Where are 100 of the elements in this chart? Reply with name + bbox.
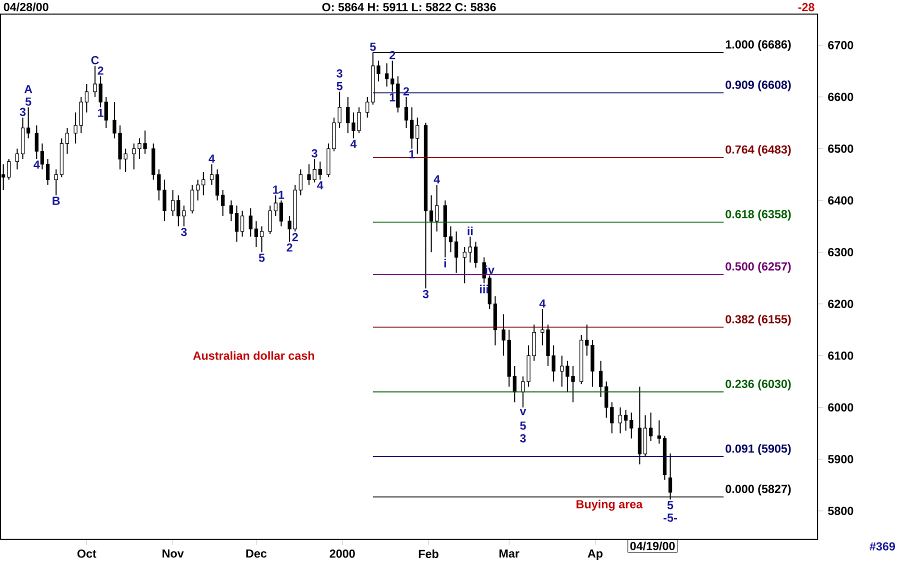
candlestick	[34, 124, 38, 160]
text: 04/19/00	[630, 541, 675, 550]
candlestick	[132, 142, 136, 170]
candlestick	[604, 380, 608, 418]
candlestick	[474, 241, 478, 268]
candlestick	[585, 324, 589, 356]
candlestick	[454, 230, 458, 274]
candlestick	[649, 412, 653, 442]
y-tick-label: 5900	[828, 454, 854, 464]
candlestick	[98, 76, 102, 108]
candlestick	[404, 96, 408, 128]
candlestick	[254, 220, 258, 248]
annotation: 5	[25, 97, 32, 106]
candlestick	[248, 208, 252, 238]
candlestick	[196, 179, 200, 201]
candlestick	[46, 158, 50, 186]
chart-title: 04/28/00	[4, 2, 48, 12]
annotation: Australian dollar cash	[193, 351, 314, 360]
annotation: 3	[20, 108, 26, 116]
chart-subtitle: O: 5864 H: 5911 L: 5822 C: 5836	[322, 2, 496, 12]
candlestick	[260, 226, 264, 253]
candlestick	[618, 406, 622, 434]
y-tick-label: 6700	[828, 40, 854, 50]
x-tick-label: Dec	[246, 549, 267, 558]
annotation: 5	[370, 42, 376, 51]
candlestick	[93, 65, 97, 98]
y-tick-label: 6200	[828, 300, 854, 308]
candlestick	[74, 112, 78, 144]
candlestick	[268, 204, 272, 234]
candlestick	[176, 194, 180, 227]
candlestick	[630, 412, 634, 439]
ref-line-label: 0.091 (5905)	[726, 444, 791, 455]
candlestick	[502, 314, 506, 356]
annotation: 2	[286, 243, 292, 252]
candlestick	[104, 96, 108, 128]
candlestick	[657, 420, 661, 444]
candlestick	[171, 189, 175, 216]
candlestick	[234, 204, 239, 242]
y-tick-label: 6500	[828, 144, 854, 153]
text: -28	[798, 2, 814, 12]
candlestick	[190, 184, 194, 214]
annotation: 5	[258, 254, 265, 262]
annotation: 2	[98, 66, 104, 75]
annotation: 3	[422, 290, 429, 298]
candlestick	[410, 106, 414, 150]
ref-line-label: 0.382 (6155)	[726, 314, 791, 326]
x-tick-label: Feb	[418, 549, 438, 558]
candlestick	[416, 116, 420, 154]
candlestick	[384, 62, 389, 87]
candlestick	[512, 365, 516, 403]
annotation: 2	[390, 50, 396, 60]
y-tick-label: 5800	[828, 506, 854, 515]
candlestick	[366, 96, 370, 118]
candlestick	[396, 76, 400, 113]
annotation: 3	[312, 149, 318, 158]
candlestick	[376, 60, 380, 82]
x-tick-label: Nov	[162, 549, 184, 558]
candlestick	[610, 402, 614, 434]
text: #369	[870, 542, 895, 550]
candlestick	[448, 226, 453, 253]
annotation: 2	[292, 232, 298, 242]
candlestick	[462, 246, 466, 284]
candlestick	[288, 215, 292, 242]
annotation: ii	[468, 226, 473, 235]
annotation: 1	[278, 190, 284, 199]
x-tick-label: Ap	[588, 549, 603, 560]
ref-line-label: 0.500 (6257)	[726, 262, 791, 273]
ref-line-label: 0.236 (6030)	[726, 379, 791, 390]
candlestick	[274, 194, 278, 216]
annotation: 1	[98, 108, 104, 117]
ref-line-label: 0.764 (6483)	[726, 144, 791, 156]
candlestick	[221, 189, 225, 216]
annotation: B	[52, 196, 60, 205]
x-tick-label: 2000	[330, 549, 355, 558]
candlestick	[468, 236, 472, 263]
candlestick	[240, 210, 244, 238]
annotation: 4	[539, 299, 546, 308]
annotation: 4	[34, 160, 40, 168]
candlestick	[26, 106, 30, 139]
candlestick	[435, 184, 439, 232]
annotation: 1	[390, 93, 396, 102]
annotation: 3	[180, 228, 187, 236]
ref-line-label: 0.618 (6358)	[726, 210, 791, 220]
candlestick	[624, 409, 628, 432]
candlestick	[182, 204, 186, 227]
candlestick	[532, 324, 536, 362]
candlestick	[215, 168, 220, 201]
y-tick-label: 6300	[828, 248, 854, 256]
candlestick	[65, 127, 70, 154]
annotation: 4	[434, 175, 440, 184]
annotation: -5-	[664, 514, 677, 522]
annotation: A	[24, 84, 32, 93]
candlestick	[40, 142, 44, 170]
annotation: 5	[336, 82, 342, 90]
x-tick-label: Mar	[499, 549, 520, 558]
annotation: v	[520, 408, 526, 416]
ref-line-label: 0.000 (5827)	[726, 484, 791, 496]
candlestick	[298, 168, 302, 196]
annotation: 3	[520, 434, 526, 442]
candlestick	[54, 168, 58, 196]
